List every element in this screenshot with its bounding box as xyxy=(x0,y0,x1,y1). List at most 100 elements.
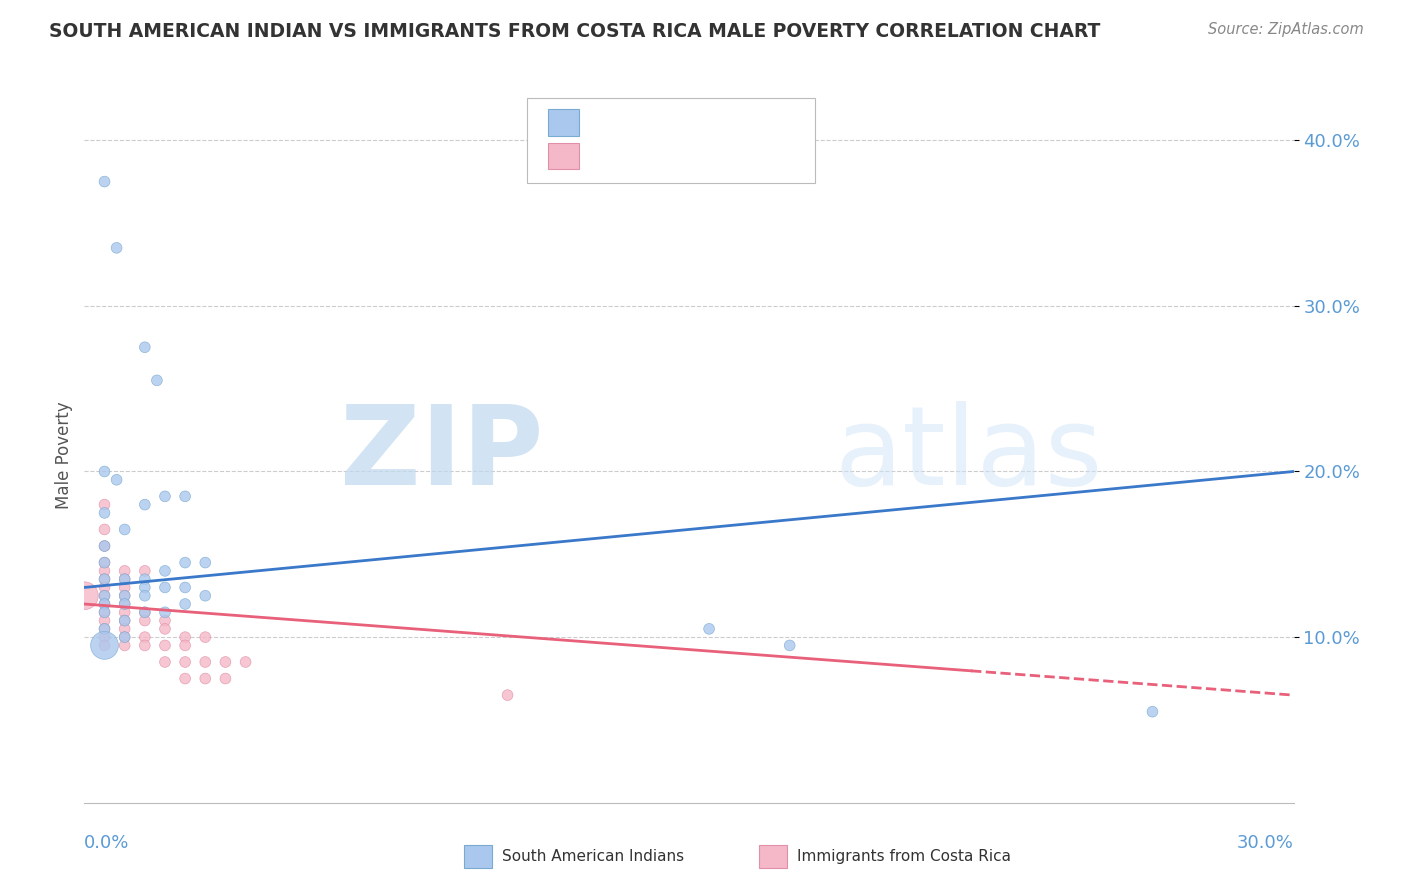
Point xyxy=(114,630,136,644)
Point xyxy=(194,672,217,686)
Point xyxy=(93,556,115,570)
Point xyxy=(114,639,136,653)
Point xyxy=(153,639,176,653)
Point xyxy=(93,589,115,603)
Point xyxy=(214,655,236,669)
Point xyxy=(134,581,156,595)
Point xyxy=(1142,705,1164,719)
Text: 30.0%: 30.0% xyxy=(1237,834,1294,852)
Point xyxy=(134,605,156,619)
Text: SOUTH AMERICAN INDIAN VS IMMIGRANTS FROM COSTA RICA MALE POVERTY CORRELATION CHA: SOUTH AMERICAN INDIAN VS IMMIGRANTS FROM… xyxy=(49,22,1101,41)
Point xyxy=(93,564,115,578)
Point xyxy=(174,655,197,669)
Point xyxy=(93,556,115,570)
Point xyxy=(153,489,176,503)
Point xyxy=(114,581,136,595)
Point xyxy=(235,655,257,669)
Point xyxy=(114,597,136,611)
Point xyxy=(114,630,136,644)
Point xyxy=(174,489,197,503)
Point xyxy=(114,572,136,586)
Point xyxy=(134,498,156,512)
Text: N =: N = xyxy=(693,113,730,131)
Point xyxy=(93,175,115,189)
Text: 0.141: 0.141 xyxy=(627,113,681,131)
Point xyxy=(93,597,115,611)
Text: ZIP: ZIP xyxy=(340,401,544,508)
Point xyxy=(153,622,176,636)
Point xyxy=(174,639,197,653)
Point xyxy=(214,672,236,686)
Point xyxy=(93,498,115,512)
Text: South American Indians: South American Indians xyxy=(502,849,685,863)
Point xyxy=(174,556,197,570)
Point xyxy=(73,589,96,603)
Point xyxy=(114,523,136,537)
Point xyxy=(134,589,156,603)
Point xyxy=(153,564,176,578)
Point xyxy=(153,614,176,628)
Point xyxy=(105,473,128,487)
Point xyxy=(153,605,176,619)
Text: Source: ZipAtlas.com: Source: ZipAtlas.com xyxy=(1208,22,1364,37)
Point xyxy=(174,581,197,595)
Point xyxy=(134,605,156,619)
Point xyxy=(194,655,217,669)
Point xyxy=(174,630,197,644)
Text: 39: 39 xyxy=(728,113,749,131)
Point xyxy=(194,589,217,603)
Text: R =: R = xyxy=(588,113,624,131)
Point xyxy=(114,572,136,586)
Point xyxy=(93,506,115,520)
Point xyxy=(134,564,156,578)
Point xyxy=(114,605,136,619)
Point xyxy=(93,622,115,636)
Point xyxy=(93,465,115,479)
Point xyxy=(93,572,115,586)
Point xyxy=(134,340,156,354)
Point xyxy=(146,373,169,387)
Point xyxy=(93,639,115,653)
Point xyxy=(93,572,115,586)
Y-axis label: Male Poverty: Male Poverty xyxy=(55,401,73,508)
Text: N =: N = xyxy=(693,147,730,165)
Point xyxy=(153,581,176,595)
Point xyxy=(134,572,156,586)
Text: -0.144: -0.144 xyxy=(627,147,681,165)
Point xyxy=(93,605,115,619)
Point xyxy=(93,614,115,628)
Point xyxy=(194,630,217,644)
Point xyxy=(134,630,156,644)
Point xyxy=(93,605,115,619)
Point xyxy=(194,556,217,570)
Text: R =: R = xyxy=(588,147,624,165)
Point xyxy=(114,589,136,603)
Point xyxy=(134,639,156,653)
Point xyxy=(114,622,136,636)
Point xyxy=(93,581,115,595)
Text: 0.0%: 0.0% xyxy=(84,834,129,852)
Point xyxy=(93,639,115,653)
Point xyxy=(134,614,156,628)
Point xyxy=(114,597,136,611)
Point xyxy=(496,688,519,702)
Point xyxy=(779,639,801,653)
Point xyxy=(114,564,136,578)
Point xyxy=(153,655,176,669)
Point xyxy=(105,241,128,255)
Point xyxy=(114,589,136,603)
Point xyxy=(114,614,136,628)
Point xyxy=(93,589,115,603)
Text: Immigrants from Costa Rica: Immigrants from Costa Rica xyxy=(797,849,1011,863)
Point xyxy=(93,622,115,636)
Text: atlas: atlas xyxy=(834,401,1102,508)
Point xyxy=(93,597,115,611)
Point xyxy=(93,630,115,644)
Point xyxy=(114,614,136,628)
Point xyxy=(93,523,115,537)
Text: 45: 45 xyxy=(728,147,749,165)
Point xyxy=(93,539,115,553)
Point xyxy=(697,622,720,636)
Point xyxy=(174,597,197,611)
Point xyxy=(93,539,115,553)
